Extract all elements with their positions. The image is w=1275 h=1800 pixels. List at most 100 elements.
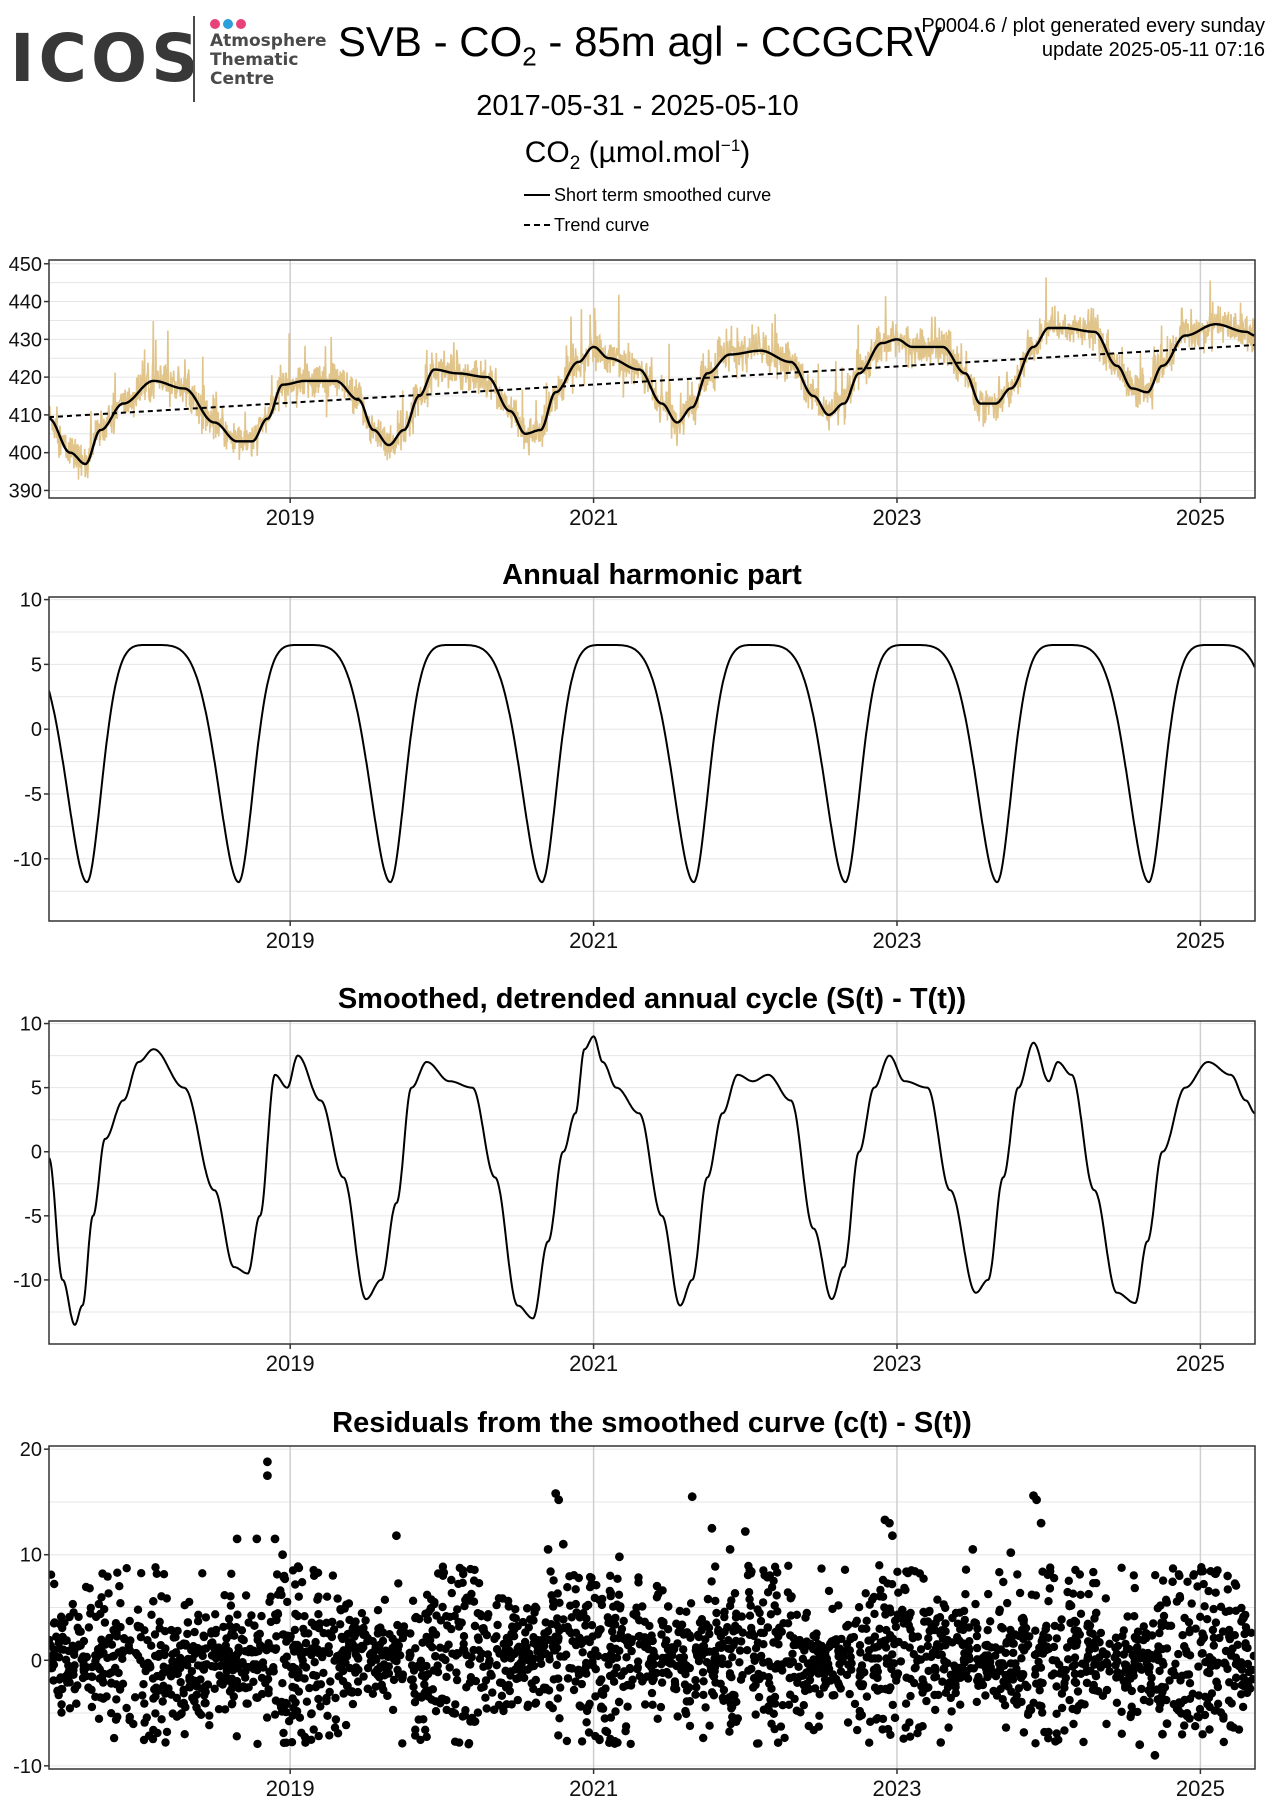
residual-point [592, 1581, 601, 1590]
residual-point [353, 1677, 363, 1686]
x-tick-label: 2023 [873, 928, 922, 953]
residual-point [991, 1643, 1000, 1652]
residual-point [1243, 1643, 1252, 1653]
residual-point [871, 1643, 880, 1652]
residual-point [272, 1570, 282, 1579]
residual-point [1204, 1586, 1213, 1596]
residual-point [413, 1661, 423, 1671]
residual-point [1185, 1651, 1195, 1660]
residual-point [1212, 1706, 1221, 1715]
residual-point [471, 1676, 481, 1686]
residual-point [719, 1685, 729, 1695]
residual-point [1219, 1737, 1229, 1747]
residual-point [241, 1591, 251, 1600]
residual-point [1030, 1650, 1040, 1660]
residual-point [571, 1585, 580, 1594]
residual-point [549, 1576, 558, 1585]
residual-point [662, 1667, 671, 1677]
residual-point [523, 1604, 532, 1613]
residual-point [978, 1653, 987, 1663]
x-tick-label: 2019 [266, 505, 315, 530]
residual-point [1049, 1573, 1059, 1583]
residual-point [706, 1661, 715, 1670]
residual-point [597, 1675, 606, 1684]
residual-point [253, 1693, 262, 1703]
residual-point [473, 1633, 483, 1642]
x-tick-label: 2021 [569, 1776, 618, 1800]
residual-point [865, 1738, 874, 1747]
residual-point [384, 1662, 393, 1671]
residual-point [901, 1723, 910, 1732]
residual-point [1129, 1571, 1139, 1580]
residual-point [452, 1675, 462, 1685]
residual-point [717, 1654, 727, 1663]
residual-point [394, 1579, 403, 1588]
residual-point [766, 1610, 776, 1619]
residual-point [137, 1569, 146, 1578]
residual-point [1064, 1576, 1074, 1586]
y-tick-label: 20 [20, 1439, 42, 1461]
residual-point [972, 1631, 982, 1641]
residual-point [422, 1732, 431, 1742]
residual-point [418, 1638, 427, 1647]
residual-point [455, 1738, 464, 1747]
residual-point [574, 1665, 583, 1675]
residual-point [1057, 1689, 1067, 1698]
residual-point [169, 1633, 178, 1642]
residual-point [933, 1595, 942, 1604]
residual-point [513, 1695, 522, 1705]
residual-point [274, 1590, 283, 1599]
residual-point [523, 1700, 533, 1710]
residual-point [78, 1673, 88, 1683]
residual-point [1205, 1725, 1214, 1734]
residual-point [498, 1594, 507, 1603]
residual-point [886, 1730, 895, 1740]
residual-point [598, 1704, 608, 1713]
residual-point [814, 1722, 823, 1731]
residual-point [1209, 1633, 1219, 1643]
residual-point [870, 1632, 880, 1641]
residual-point [104, 1669, 114, 1679]
residual-point [836, 1684, 845, 1693]
residual-point [648, 1676, 657, 1686]
residual-point [1247, 1628, 1255, 1637]
plot-border [48, 596, 1256, 922]
residual-point [219, 1652, 228, 1661]
residual-point [1174, 1706, 1183, 1715]
residual-point [1194, 1662, 1203, 1671]
panel-title: Smoothed, detrended annual cycle (S(t) -… [338, 983, 966, 1015]
residual-point [840, 1565, 850, 1575]
residual-point [830, 1691, 839, 1700]
residual-point [553, 1589, 562, 1598]
residual-point [555, 1714, 564, 1723]
residual-point [345, 1615, 354, 1625]
residual-point [492, 1645, 502, 1654]
residual-point [698, 1668, 708, 1677]
residual-point [1070, 1669, 1080, 1679]
x-tick-label: 2019 [266, 1351, 315, 1376]
residual-point [458, 1712, 467, 1721]
residual-point [252, 1534, 262, 1544]
residual-point [193, 1617, 203, 1626]
residual-point [319, 1668, 328, 1678]
residual-point [867, 1654, 876, 1663]
residual-point [683, 1628, 692, 1637]
residual-point [615, 1552, 624, 1562]
residual-point [687, 1492, 697, 1502]
y-tick-label: -10 [13, 1756, 42, 1778]
residual-point [359, 1672, 368, 1681]
residual-point [57, 1612, 66, 1622]
residual-point [470, 1621, 480, 1631]
x-tick-label: 2025 [1176, 505, 1225, 530]
residual-point [1002, 1637, 1011, 1647]
residual-point [470, 1565, 479, 1575]
residual-point [420, 1680, 429, 1689]
residual-point [1184, 1670, 1194, 1679]
residual-point [793, 1678, 802, 1688]
residual-point [421, 1686, 431, 1696]
residual-point [1008, 1671, 1018, 1680]
residual-point [682, 1686, 692, 1695]
residual-point [1135, 1740, 1145, 1750]
residual-point [314, 1694, 323, 1704]
residual-point [270, 1534, 280, 1544]
